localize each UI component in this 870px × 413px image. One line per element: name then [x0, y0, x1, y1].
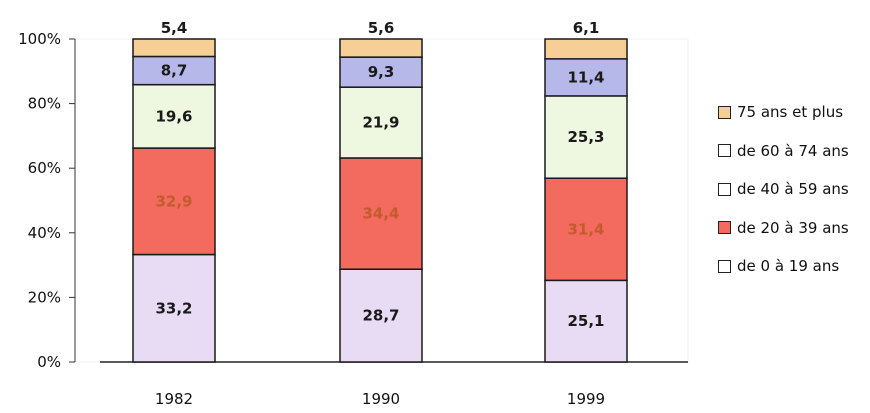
- bar-segment: [339, 268, 423, 363]
- data-label: 9,3: [368, 63, 395, 81]
- legend-item: de 60 à 74 ans: [718, 141, 849, 161]
- data-label: 33,2: [155, 299, 192, 317]
- legend-swatch: [718, 144, 731, 157]
- data-label: 21,9: [362, 114, 399, 132]
- legend-label: de 40 à 59 ans: [737, 180, 849, 198]
- data-label: 32,9: [155, 192, 192, 210]
- data-label: 6,1: [573, 19, 600, 37]
- y-tick-label: 20%: [28, 288, 61, 306]
- bar-segment: [132, 38, 216, 58]
- legend-label: de 20 à 39 ans: [737, 218, 849, 237]
- legend: 75 ans et plus de 60 à 74 ans de 40 à 59…: [718, 102, 849, 295]
- legend-label: de 0 à 19 ans: [737, 257, 840, 275]
- x-tick-label: 1982: [155, 390, 193, 408]
- data-label: 5,4: [161, 19, 188, 37]
- bar-segment: [544, 58, 628, 97]
- data-label: 19,6: [155, 107, 192, 125]
- bar-segment: [132, 253, 216, 363]
- legend-swatch: [718, 182, 731, 196]
- x-tick-label: 1999: [567, 390, 605, 408]
- x-tick-label: 1990: [362, 390, 400, 408]
- bar-segment: [132, 147, 216, 256]
- legend-item: de 40 à 59 ans: [718, 179, 849, 199]
- bar-segment: [339, 56, 423, 88]
- bar-segment: [544, 177, 628, 282]
- data-label: 25,1: [567, 312, 604, 330]
- data-label: 28,7: [362, 307, 399, 325]
- legend-label: 75 ans et plus: [737, 103, 844, 121]
- data-label: 34,4: [362, 205, 399, 223]
- legend-item: de 20 à 39 ans: [718, 218, 849, 238]
- data-label: 25,3: [567, 128, 604, 146]
- bar-segment: [544, 38, 628, 60]
- y-tick-label: 100%: [18, 30, 61, 48]
- bar-segment: [544, 95, 628, 179]
- bar-segment: [339, 38, 423, 58]
- legend-label: de 60 à 74 ans: [737, 141, 849, 160]
- legend-swatch: [718, 259, 731, 273]
- data-label: 8,7: [161, 62, 188, 80]
- bar-segment: [132, 55, 216, 86]
- y-tick-label: 40%: [28, 224, 61, 242]
- bar-segment: [544, 279, 628, 363]
- legend-item: de 0 à 19 ans: [718, 256, 849, 276]
- legend-swatch: [718, 221, 731, 234]
- y-tick-label: 80%: [28, 95, 61, 113]
- data-label: 5,6: [368, 19, 395, 37]
- data-label: 31,4: [567, 220, 604, 238]
- legend-item: 75 ans et plus: [718, 102, 849, 122]
- y-tick-label: 60%: [28, 159, 61, 177]
- y-tick-label: 0%: [37, 353, 61, 371]
- bar-segment: [339, 157, 423, 270]
- bar-segment: [132, 83, 216, 149]
- legend-swatch: [718, 105, 731, 119]
- data-label: 11,4: [567, 68, 604, 86]
